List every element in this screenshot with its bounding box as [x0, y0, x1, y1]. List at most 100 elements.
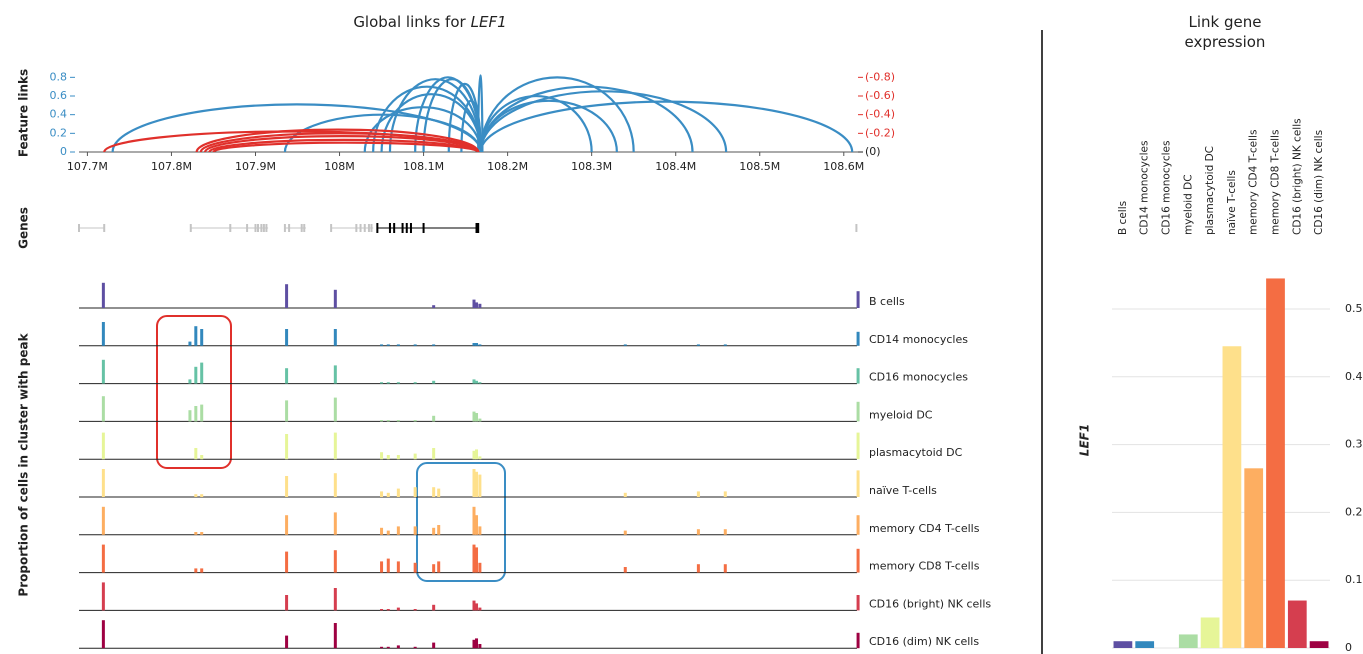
- peak-bar: [333, 623, 337, 649]
- link-arc: [479, 100, 854, 153]
- peak-bar: [200, 329, 204, 346]
- peak-bar: [396, 645, 400, 649]
- exon: [189, 224, 192, 232]
- x-tick-label: 108.2M: [487, 160, 528, 173]
- peak-bar: [413, 526, 417, 535]
- link-arc: [479, 90, 728, 153]
- link-arc: [380, 93, 482, 153]
- peak-bar: [101, 506, 105, 535]
- peak-bar: [333, 550, 337, 573]
- exon: [370, 224, 373, 232]
- peak-bar: [437, 561, 441, 573]
- exon: [376, 223, 379, 233]
- peak-bar: [478, 418, 482, 422]
- peak-bar: [101, 432, 105, 460]
- peak-bar: [333, 289, 337, 308]
- peak-bar: [396, 382, 400, 384]
- peak-bar: [285, 476, 289, 497]
- y-tick-label: 0.1: [1345, 573, 1363, 586]
- peak-bar: [333, 588, 337, 611]
- peak-bar: [396, 607, 400, 611]
- exon: [246, 224, 249, 232]
- peak-bar: [432, 380, 436, 384]
- peak-bar: [432, 487, 436, 497]
- peak-bar: [478, 456, 482, 460]
- y2-tick-label: (-0.4): [865, 108, 895, 121]
- track-label: plasmacytoid DC: [869, 446, 963, 459]
- peak-bar: [472, 299, 476, 308]
- peak-bar: [696, 564, 700, 573]
- peak-bar: [472, 450, 476, 460]
- track-label: memory CD4 T-cells: [869, 522, 980, 535]
- exon: [78, 224, 80, 232]
- track-label: CD16 (bright) NK cells: [869, 597, 991, 610]
- y-tick-label: 0.3: [1345, 438, 1363, 451]
- exon: [254, 224, 257, 232]
- bar: [1222, 346, 1242, 648]
- peak-bar: [285, 635, 289, 649]
- track-label: myeloid DC: [869, 408, 933, 421]
- peak-bar: [380, 561, 384, 573]
- peak-bar: [333, 365, 337, 384]
- peak-bar: [472, 506, 476, 535]
- peak-bar: [101, 359, 105, 384]
- peak-bar: [396, 420, 400, 422]
- x-tick-label: 107.8M: [151, 160, 192, 173]
- x-tick-label: CD16 (bright) NK cells: [1291, 118, 1303, 235]
- peak-bar: [194, 406, 198, 422]
- peak-bar: [475, 413, 479, 422]
- x-tick-label: memory CD8 T-cells: [1270, 130, 1282, 235]
- x-tick-label: 107.7M: [67, 160, 108, 173]
- peak-bar: [696, 529, 700, 535]
- y2-tick-label: (-0.6): [865, 89, 895, 102]
- peak-bar: [475, 449, 479, 460]
- peak-bar: [478, 344, 482, 346]
- peak-bar: [623, 344, 627, 346]
- y-tick-label: 0.4: [1345, 370, 1363, 383]
- peak-bar: [472, 343, 476, 346]
- peak-bar: [101, 469, 105, 497]
- peak-bar: [101, 582, 105, 611]
- peak-bar: [856, 432, 860, 460]
- peak-bar: [413, 646, 417, 649]
- peak-bar: [413, 420, 417, 422]
- peak-bar: [472, 639, 476, 649]
- y-axis-label: LEF1: [1078, 424, 1092, 456]
- peak-bar: [475, 515, 479, 535]
- peak-bar: [188, 341, 192, 346]
- peak-bar: [380, 344, 384, 346]
- x-tick-label: CD16 (dim) NK cells: [1313, 130, 1325, 235]
- peak-bar: [194, 494, 198, 497]
- x-tick-label: 108M: [324, 160, 355, 173]
- peak-bar: [386, 646, 390, 649]
- peak-bar: [380, 491, 384, 497]
- peak-bar: [396, 344, 400, 346]
- x-tick-label: 107.9M: [235, 160, 276, 173]
- link-arc: [479, 76, 635, 153]
- track-label: CD14 monocycles: [869, 333, 968, 346]
- x-tick-label: myeloid DC: [1182, 174, 1194, 235]
- exon: [367, 224, 370, 232]
- peak-bar: [432, 305, 436, 308]
- peak-bar: [623, 492, 627, 497]
- peak-bar: [413, 344, 417, 346]
- exon: [355, 224, 358, 232]
- peak-bar: [478, 562, 482, 573]
- peak-bar: [194, 448, 198, 460]
- link-arc: [479, 94, 593, 153]
- link-arc: [479, 85, 694, 153]
- peak-bar: [285, 595, 289, 611]
- peak-bar: [200, 494, 204, 497]
- peak-bar: [396, 488, 400, 497]
- track-label: CD16 (dim) NK cells: [869, 635, 979, 648]
- peak-bar: [386, 382, 390, 384]
- y-tick-label: 0: [60, 145, 67, 158]
- exon: [393, 223, 396, 233]
- bar: [1244, 468, 1264, 648]
- peak-bar: [432, 642, 436, 649]
- peak-bar: [856, 291, 860, 308]
- exon: [262, 224, 265, 232]
- peak-bar: [101, 620, 105, 649]
- peak-bar: [396, 455, 400, 460]
- exon: [363, 224, 366, 232]
